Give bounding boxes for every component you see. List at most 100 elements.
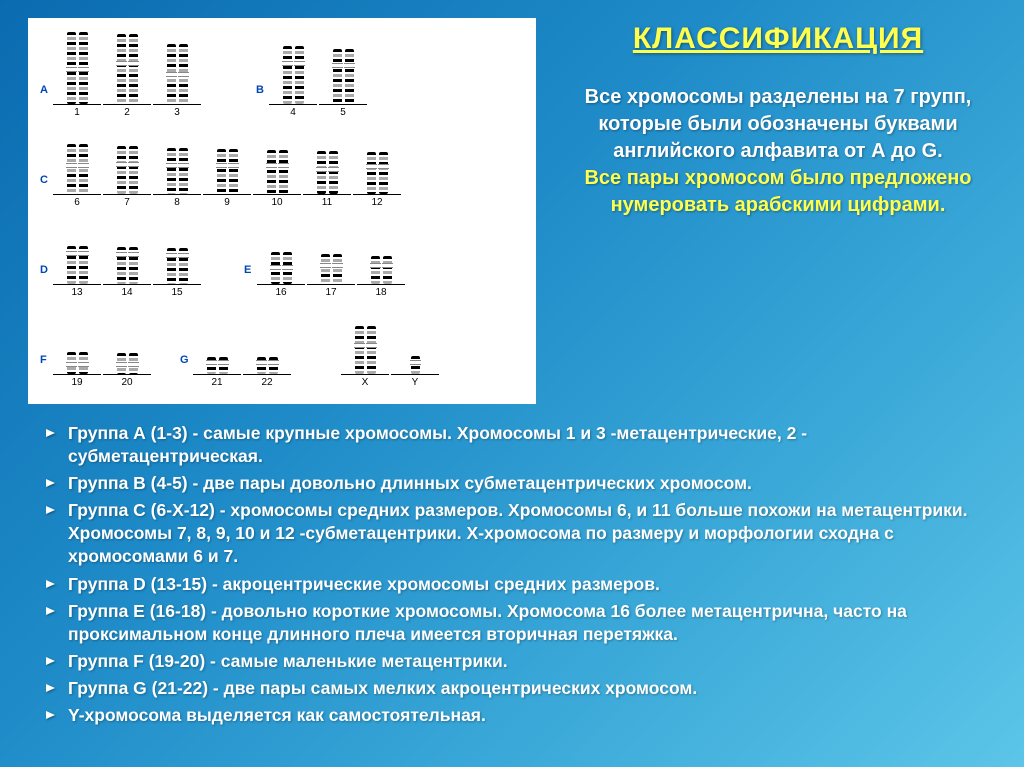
chromosome xyxy=(383,256,392,284)
chromosome xyxy=(117,146,126,194)
karyotype-row: F1920G2122XY xyxy=(40,298,524,388)
chromosome xyxy=(321,254,330,284)
chromosome xyxy=(117,353,126,374)
chromosome xyxy=(271,252,280,284)
chromosome-number: 18 xyxy=(375,287,386,298)
slide-title: КЛАССИФИКАЦИЯ xyxy=(560,22,996,56)
chromosome-number: 14 xyxy=(121,287,132,298)
chromosome xyxy=(67,32,76,104)
chromosome-number: 13 xyxy=(71,287,82,298)
chromosome-pair: 17 xyxy=(306,254,356,298)
chromosome-pair: 5 xyxy=(318,49,368,118)
chromosome xyxy=(317,151,326,194)
chromosome xyxy=(283,252,292,284)
chromosome-number: 11 xyxy=(322,197,332,208)
chromosome-number: Y xyxy=(412,377,419,388)
chromosome xyxy=(129,34,138,104)
chromosome xyxy=(129,353,138,374)
chromosome-pair: Y xyxy=(390,356,440,388)
chromosome xyxy=(295,46,304,104)
chromosome xyxy=(329,151,338,194)
chromosome-group: 1920 xyxy=(52,352,152,388)
chromosome-pair: 11 xyxy=(302,151,352,208)
group-label: F xyxy=(40,354,52,388)
chromosome-pair: 20 xyxy=(102,353,152,388)
chromosome-number: 1 xyxy=(74,107,80,118)
list-item: Y-хромосома выделяется как самостоятельн… xyxy=(46,704,996,727)
chromosome xyxy=(355,326,364,374)
chromosome xyxy=(167,44,176,104)
chromosome-group: 45 xyxy=(268,46,368,118)
group-label: B xyxy=(256,84,268,118)
chromosome-pair: 19 xyxy=(52,352,102,388)
chromosome xyxy=(129,247,138,284)
list-item: Группа E (16-18) - довольно короткие хро… xyxy=(46,600,996,646)
chromosome xyxy=(79,144,88,194)
chromosome xyxy=(379,152,388,194)
karyotype-row: A123B45 xyxy=(40,28,524,118)
chromosome xyxy=(217,149,226,194)
chromosome-group: 21 22 xyxy=(192,357,292,388)
group-label: D xyxy=(40,264,52,298)
chromosome xyxy=(257,357,266,374)
chromosome-number: 3 xyxy=(174,107,180,118)
chromosome-pair: 18 xyxy=(356,256,406,298)
chromosome-pair: 15 xyxy=(152,248,202,298)
list-item: Группа В (4-5) - две пары довольно длинн… xyxy=(46,472,996,495)
chromosome xyxy=(229,149,238,194)
chromosome-number: 12 xyxy=(371,197,382,208)
chromosome-number: 7 xyxy=(124,197,130,208)
chromosome-pair: 3 xyxy=(152,44,202,118)
chromosome xyxy=(333,254,342,284)
chromosome-pair: 21 xyxy=(192,357,242,388)
karyotype-row: D131415E161718 xyxy=(40,208,524,298)
list-item: Группа G (21-22) - две пары самых мелких… xyxy=(46,677,996,700)
chromosome-pair: 7 xyxy=(102,146,152,208)
chromosome-pair: 1 xyxy=(52,32,102,118)
chromosome-group: 13 14 15 xyxy=(52,246,202,298)
chromosome-group: 6789101112 xyxy=(52,144,402,208)
group-label: C xyxy=(40,174,52,208)
chromosome-number: 4 xyxy=(290,107,296,118)
chromosome-number: 8 xyxy=(174,197,180,208)
chromosome xyxy=(279,150,288,194)
karyotype-diagram: A123B45C6789101112D131415E161718F1920G21… xyxy=(28,18,536,404)
chromosome xyxy=(67,246,76,284)
chromosome-number: 17 xyxy=(325,287,336,298)
list-item: Группа С (6-Х-12) - хромосомы средних ра… xyxy=(46,499,996,568)
chromosome xyxy=(129,146,138,194)
chromosome-pair: 2 xyxy=(102,34,152,118)
chromosome xyxy=(371,256,380,284)
chromosome-pair: 9 xyxy=(202,149,252,208)
chromosome xyxy=(367,152,376,194)
chromosome xyxy=(67,352,76,374)
karyotype-row: C6789101112 xyxy=(40,118,524,208)
chromosome xyxy=(219,357,228,374)
chromosome-pair: 16 xyxy=(256,252,306,298)
chromosome-pair: 8 xyxy=(152,148,202,208)
chromosome xyxy=(79,246,88,284)
list-item: Группа D (13-15) - акроцентрические хром… xyxy=(46,573,996,596)
chromosome xyxy=(333,49,342,104)
chromosome-pair: X xyxy=(340,326,390,388)
chromosome xyxy=(411,356,420,374)
chromosome xyxy=(179,248,188,284)
chromosome-number: X xyxy=(362,377,369,388)
chromosome xyxy=(79,352,88,374)
chromosome-number: 6 xyxy=(74,197,80,208)
chromosome-number: 2 xyxy=(124,107,130,118)
chromosome xyxy=(345,49,354,104)
chromosome xyxy=(117,247,126,284)
chromosome-number: 22 xyxy=(261,377,272,388)
intro-line2: Все пары хромосом было предложено нумеро… xyxy=(584,167,971,216)
chromosome-pair: 22 xyxy=(242,357,292,388)
chromosome-pair: 4 xyxy=(268,46,318,118)
group-label: A xyxy=(40,84,52,118)
intro-text: Все хромосомы разделены на 7 групп, кото… xyxy=(560,84,996,219)
chromosome xyxy=(179,148,188,194)
intro-line1: Все хромосомы разделены на 7 групп, кото… xyxy=(585,86,972,162)
chromosome xyxy=(167,148,176,194)
chromosome-number: 20 xyxy=(121,377,132,388)
chromosome-pair: 14 xyxy=(102,247,152,298)
list-item: Группа F (19-20) - самые маленькие метац… xyxy=(46,650,996,673)
